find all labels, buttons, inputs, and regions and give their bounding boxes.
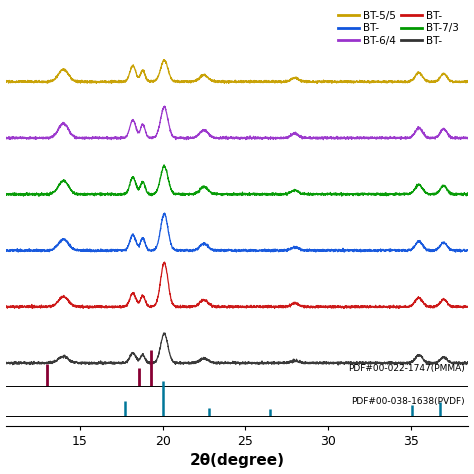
X-axis label: 2θ(degree): 2θ(degree)	[190, 454, 284, 468]
Text: PDF#00-022-1747(PMMA): PDF#00-022-1747(PMMA)	[348, 365, 465, 374]
Text: PDF#00-038-1638(PVDF): PDF#00-038-1638(PVDF)	[352, 397, 465, 406]
Legend: BT-5/5, BT-, BT-6/4, BT-, BT-7/3, BT-: BT-5/5, BT-, BT-6/4, BT-, BT-7/3, BT-	[334, 7, 463, 50]
